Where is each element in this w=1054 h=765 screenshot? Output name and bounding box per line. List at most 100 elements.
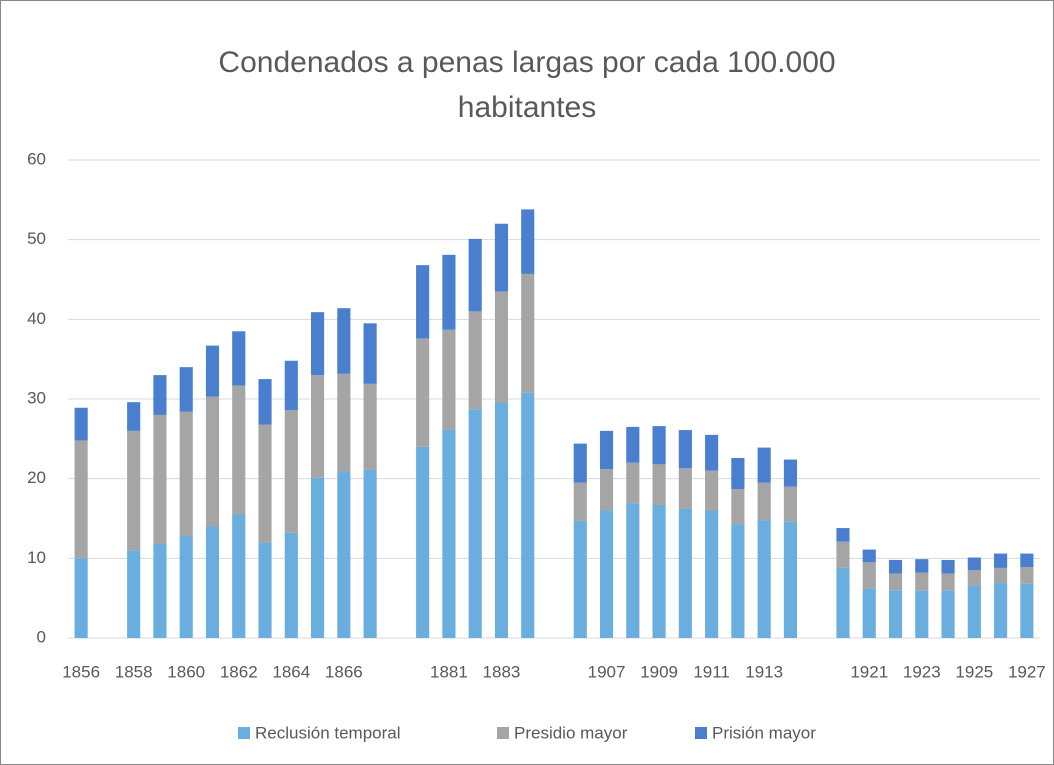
bar-segment xyxy=(941,559,955,574)
legend-swatch xyxy=(497,727,509,739)
bar-segment xyxy=(678,430,692,469)
bar-segment xyxy=(521,209,535,274)
bar-segment xyxy=(783,486,797,522)
bar-segment xyxy=(888,573,903,591)
bar-segment xyxy=(284,360,298,411)
bar-segment xyxy=(652,504,666,638)
bar-segment xyxy=(573,482,587,521)
bar-segment xyxy=(705,510,719,638)
bar-segment xyxy=(179,367,193,412)
bar-segment xyxy=(783,459,797,487)
bar-segment xyxy=(311,312,325,376)
x-tick-label: 1883 xyxy=(483,662,521,681)
bar-segment xyxy=(862,549,876,563)
bar-segment xyxy=(626,503,640,638)
bar-segment xyxy=(599,510,614,638)
bar-segment xyxy=(416,265,430,339)
bar-segment xyxy=(836,528,850,542)
bar-segment xyxy=(258,379,272,425)
bar-segment xyxy=(994,553,1008,568)
bar-segment xyxy=(757,520,771,638)
x-tick-label: 1881 xyxy=(430,662,468,681)
bar-segment xyxy=(442,429,456,638)
bar-segment xyxy=(468,238,482,312)
bar-segment xyxy=(205,396,220,527)
bar-segment xyxy=(442,329,456,430)
bar-segment xyxy=(232,514,246,638)
bar-segment xyxy=(153,543,167,638)
y-tick-label: 0 xyxy=(37,627,46,646)
bar-segment xyxy=(284,532,298,638)
bar-segment xyxy=(573,443,587,483)
bar-segment xyxy=(153,414,167,544)
bar-segment xyxy=(284,410,298,533)
legend-swatch xyxy=(238,727,250,739)
bar-segment xyxy=(205,526,220,638)
bar-segment xyxy=(626,462,640,504)
bar-segment xyxy=(1020,583,1034,638)
bar-segment xyxy=(363,383,377,470)
bar-segment xyxy=(915,572,929,591)
bar-segment xyxy=(862,562,876,589)
bar-segment xyxy=(757,447,771,483)
bar-segment xyxy=(337,373,351,472)
x-tick-label: 1860 xyxy=(167,662,205,681)
bar-segment xyxy=(127,430,141,551)
bar-segment xyxy=(494,223,509,292)
bar-segment xyxy=(599,469,614,511)
bar-segment xyxy=(337,471,351,638)
bar-segment xyxy=(337,308,351,374)
bar-segment xyxy=(363,469,377,638)
bar-segment xyxy=(179,536,193,638)
bar-segment xyxy=(705,470,719,511)
bar-segment xyxy=(232,385,246,515)
legend-label: Reclusión temporal xyxy=(255,723,401,742)
bar-segment xyxy=(74,558,88,638)
y-tick-label: 50 xyxy=(27,229,46,248)
bar-segment xyxy=(468,409,482,638)
bar-segment xyxy=(757,482,771,521)
bar-segment xyxy=(311,375,325,478)
bar-segment xyxy=(967,570,981,586)
bar-segment xyxy=(74,407,88,441)
bar-segment xyxy=(678,508,692,638)
bar-segment xyxy=(731,457,745,490)
bar-segment xyxy=(915,590,929,638)
bar-segment xyxy=(258,424,272,543)
bar-segment xyxy=(862,588,876,638)
bar-segment xyxy=(573,520,587,638)
x-tick-label: 1921 xyxy=(850,662,888,681)
bar-segment xyxy=(967,557,981,571)
x-tick-label: 1923 xyxy=(903,662,941,681)
y-tick-label: 10 xyxy=(27,548,46,567)
bar-segment xyxy=(1020,553,1034,568)
bar-segment xyxy=(127,402,141,431)
bar-segment xyxy=(599,430,614,470)
bar-segment xyxy=(416,338,430,447)
bar-segment xyxy=(179,411,193,537)
x-tick-label: 1907 xyxy=(588,662,626,681)
x-tick-label: 1864 xyxy=(272,662,310,681)
bar-segment xyxy=(153,375,167,415)
bar-segment xyxy=(994,583,1008,638)
bar-segment xyxy=(836,541,850,568)
bar-segment xyxy=(442,254,456,330)
legend-label: Prisión mayor xyxy=(712,723,816,742)
bar-segment xyxy=(731,489,745,525)
bar-segment xyxy=(888,590,903,638)
bar-segment xyxy=(468,311,482,410)
bar-segment xyxy=(705,434,719,471)
bar-segment xyxy=(494,291,509,403)
bar-segment xyxy=(494,402,509,638)
legend-label: Presidio mayor xyxy=(514,723,628,742)
bar-segment xyxy=(941,573,955,591)
bar-segment xyxy=(232,331,246,386)
legend-swatch xyxy=(695,727,707,739)
y-tick-label: 30 xyxy=(27,388,46,407)
x-tick-label: 1858 xyxy=(115,662,153,681)
x-tick-label: 1909 xyxy=(640,662,678,681)
bar-segment xyxy=(363,323,377,384)
x-tick-label: 1856 xyxy=(62,662,100,681)
bar-segment xyxy=(74,440,88,559)
